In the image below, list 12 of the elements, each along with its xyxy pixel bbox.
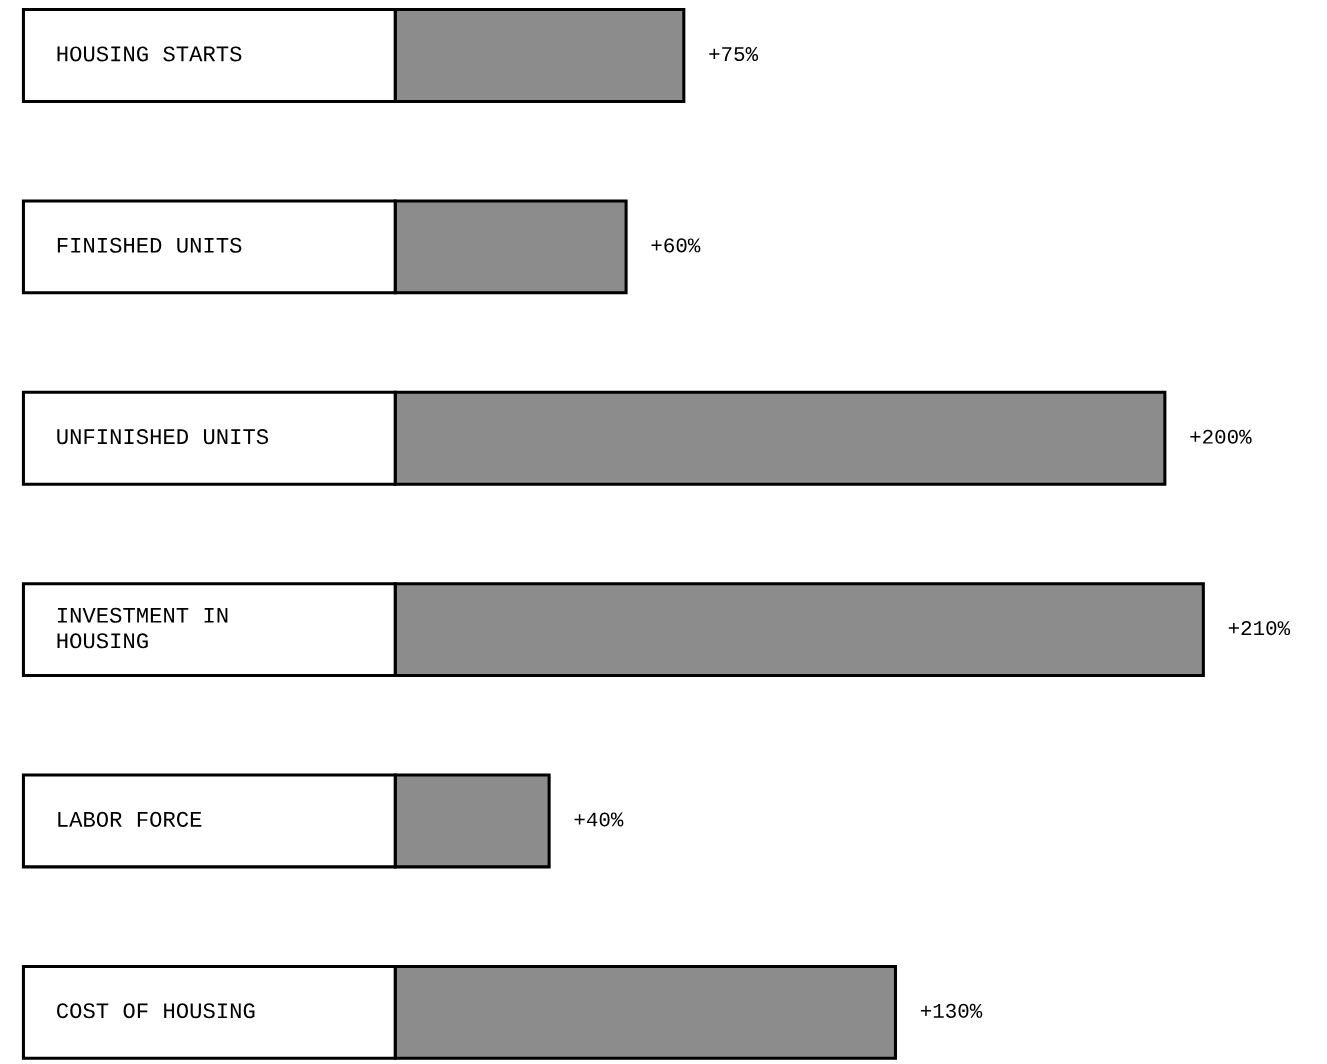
y-tick-label: LABOR FORCE [58, 811, 202, 827]
data-label: +130% [920, 1003, 983, 1018]
data-label: +75% [709, 47, 759, 62]
y-tick-label: UNFINISHED UNITS [57, 429, 269, 445]
y-tick-label: INVESTMENT IN HOUSING [57, 607, 228, 649]
y-tick-label: COST OF HOUSING [56, 1003, 255, 1019]
y-tick-label: FINISHED UNITS [57, 237, 242, 253]
y-tick-label: HOUSING STARTS [57, 46, 242, 62]
data-label: +200% [1190, 429, 1252, 444]
data-label: +60% [651, 238, 701, 253]
data-label: +40% [574, 812, 624, 827]
data-label: +210% [1228, 621, 1291, 636]
